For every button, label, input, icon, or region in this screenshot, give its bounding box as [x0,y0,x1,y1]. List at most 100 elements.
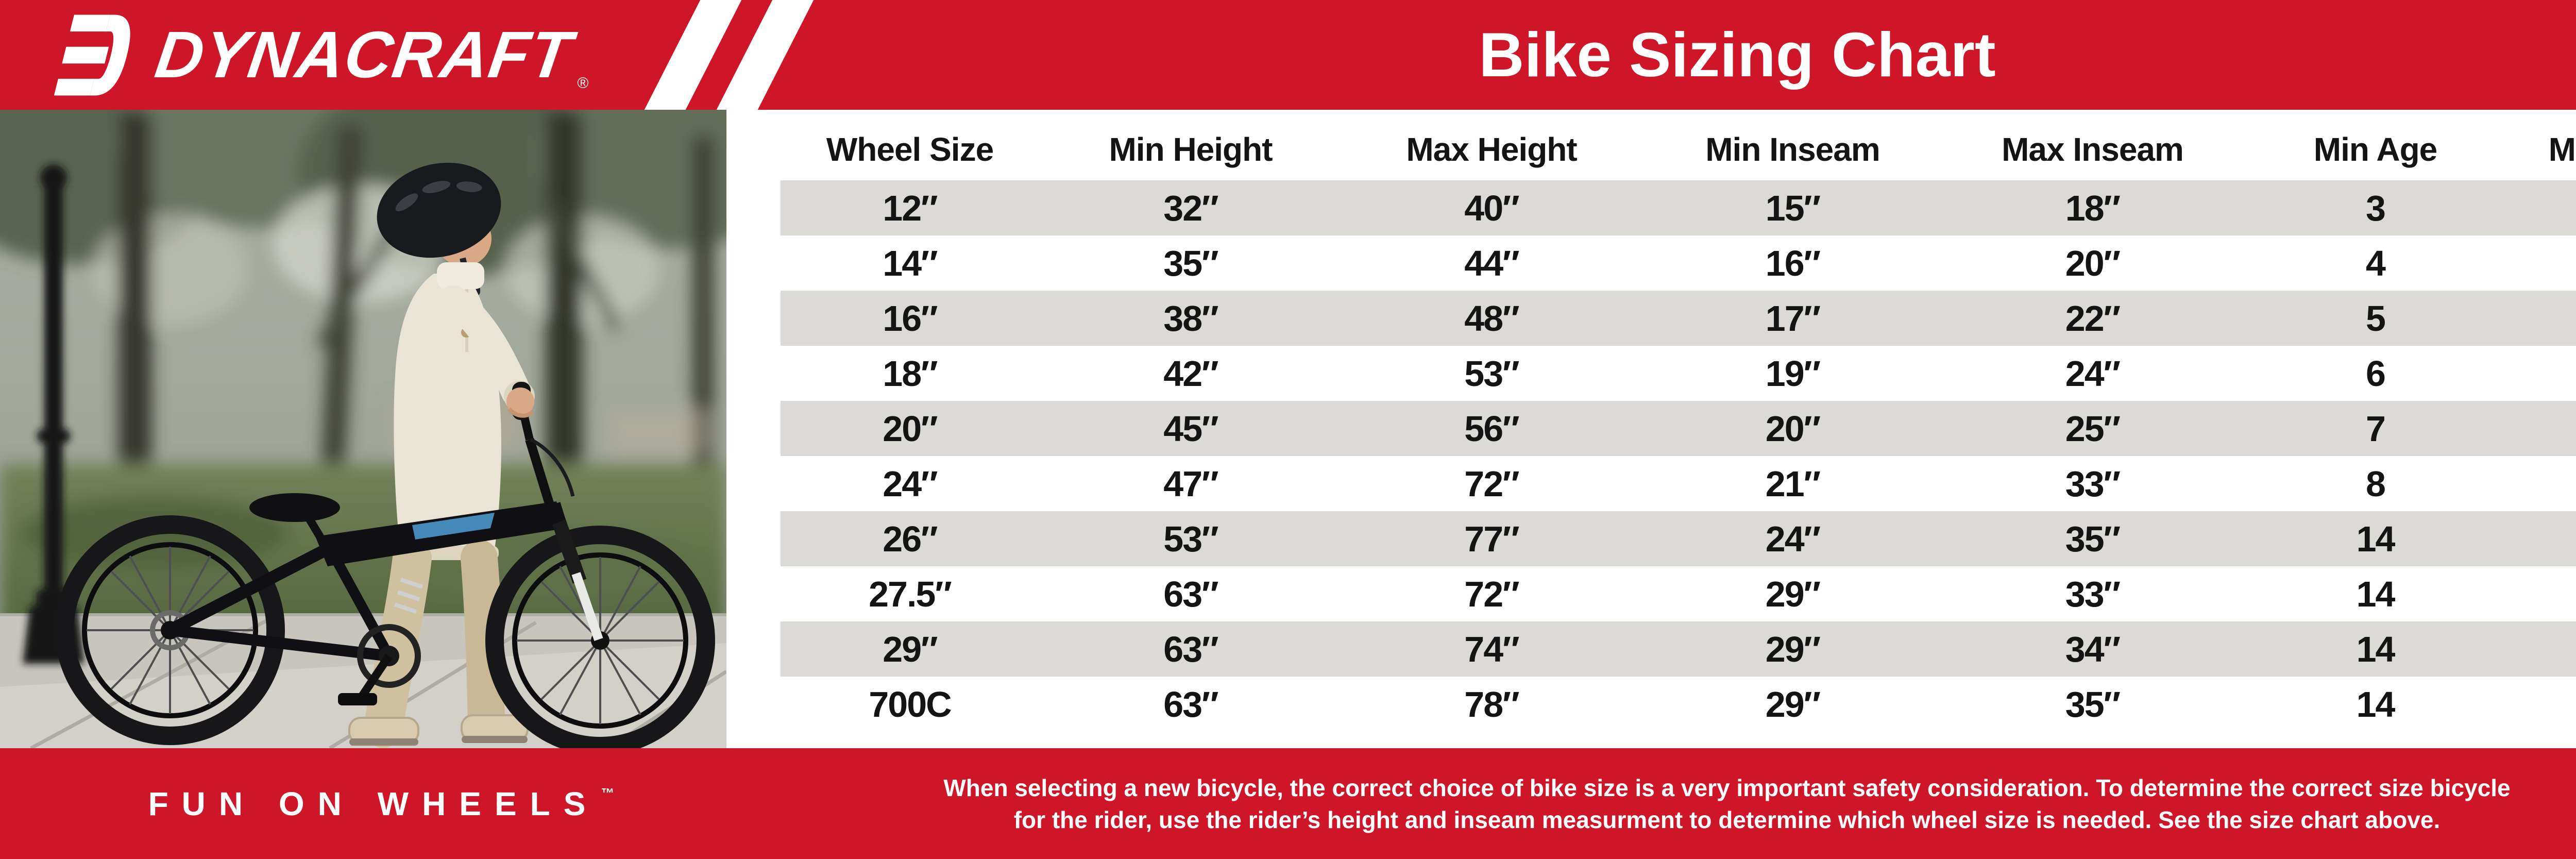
table-cell: 56″ [1342,401,1641,456]
table-cell: 15″ [1641,180,1944,235]
col-header-min-inseam: Min Inseam [1705,131,1880,168]
tagline-text: FUN ON WHEELS [148,785,599,822]
table-row: 16″38″48″17″22″57 [781,291,2576,346]
table-cell: 26″ [781,511,1039,566]
table-cell: 34″ [1944,621,2241,677]
table-cell: 33″ [2065,463,2121,504]
table-cell: 17″ [1641,291,1944,346]
table-row: 700C 63″ 78″ 29″ 35″ 14 99 [781,677,2576,732]
table-cell: 63″ [1039,621,1342,677]
table-cell: 47″ [1163,463,1218,504]
table-cell: 12 [2510,401,2576,456]
table-row: 24″ 47″ 72″ 21″ 33″ 8 14 [781,456,2576,511]
table-cell: 29″ [781,621,1039,677]
table-cell: 53″ [1464,353,1519,394]
table-cell: 35″ [1163,243,1218,283]
table-header-row: Wheel Size Min Height Max Height Min Ins… [781,119,2576,180]
size-table-body: 12″32″40″15″18″3514″35″44″16″20″4616″38″… [781,180,2576,732]
table-cell: 14 [2241,511,2510,566]
col-header-max-inseam: Max Inseam [2002,131,2184,168]
header-bar: DYNACRAFT ® Bike Sizing Chart [0,0,2576,110]
size-table-wrap: Wheel Size Min Height Max Height Min Ins… [781,119,2576,732]
table-cell: 27.5″ [869,574,952,614]
brand-tagline: FUN ON WHEELS ™ [0,748,762,859]
table-cell: 16″ [1765,243,1821,283]
bike-size-table: Wheel Size Min Height Max Height Min Ins… [781,119,2576,732]
black-kids-bike [55,382,715,748]
table-cell: 14 [2241,621,2510,677]
table-row: 29″63″74″29″34″1499 [781,621,2576,677]
table-cell: 24″ [883,463,938,504]
brand-wordmark: DYNACRAFT [150,18,577,92]
table-cell: 20″ [781,401,1039,456]
table-cell: 48″ [1342,291,1641,346]
table-cell: 33″ [2065,574,2121,614]
table-row: 18″ 42″ 53″ 19″ 24″ 6 9 [781,346,2576,401]
table-cell: 99 [2510,621,2576,677]
page-title: Bike Sizing Chart [1479,20,1996,90]
table-cell: 99 [2510,511,2576,566]
table-cell: 72″ [1464,574,1519,614]
table-cell: 74″ [1342,621,1641,677]
sizing-note-line-2: for the rider, use the rider’s height an… [1013,806,2441,833]
table-cell: 24″ [2065,353,2121,394]
table-cell: 20″ [1641,401,1944,456]
table-cell: 22″ [1944,291,2241,346]
table-cell: 6 [2510,235,2576,291]
brand-logo: DYNACRAFT ® [54,0,588,110]
table-cell: 14 [2510,456,2576,511]
lamp-post [23,164,84,664]
table-cell: 63″ [1163,684,1218,725]
table-cell: 6 [2366,353,2386,394]
table-cell: 5 [2510,180,2576,235]
boy-with-bike-photo [0,110,726,748]
table-cell: 14 [2356,684,2396,725]
table-row: 26″53″77″24″35″1499 [781,511,2576,566]
table-cell: 78″ [1464,684,1519,725]
table-row: 14″ 35″ 44″ 16″ 20″ 4 6 [781,235,2576,291]
table-cell: 44″ [1464,243,1519,283]
table-cell: 8 [2366,463,2386,504]
table-cell: 9 [2510,346,2576,401]
table-cell: 7 [2241,401,2510,456]
table-cell: 16″ [781,291,1039,346]
col-header-max-age: Max Age [2548,131,2576,168]
table-cell: 77″ [1342,511,1641,566]
col-header-min-height: Min Height [1109,131,1273,168]
table-cell: 40″ [1342,180,1641,235]
table-cell: 29″ [1641,621,1944,677]
table-cell: 700C [869,684,952,725]
table-cell: 32″ [1039,180,1342,235]
table-cell: 42″ [1163,353,1218,394]
table-cell: 18″ [1944,180,2241,235]
col-header-wheel-size: Wheel Size [826,131,994,168]
table-cell: 29″ [1765,574,1821,614]
table-cell: 35″ [2065,684,2121,725]
table-cell: 3 [2241,180,2510,235]
table-row: 20″45″56″20″25″712 [781,401,2576,456]
table-row: 12″32″40″15″18″35 [781,180,2576,235]
table-cell: 35″ [1944,511,2241,566]
table-cell: 72″ [1464,463,1519,504]
sizing-note-line-1: When selecting a new bicycle, the correc… [943,774,2511,801]
table-cell: 14 [2356,574,2396,614]
table-cell: 7 [2510,291,2576,346]
table-cell: 25″ [1944,401,2241,456]
trademark-symbol: ™ [601,785,615,801]
table-cell: 99 [2510,566,2576,621]
table-cell: 19″ [1765,353,1821,394]
table-cell: 21″ [1765,463,1821,504]
table-cell: 24″ [1641,511,1944,566]
table-cell: 45″ [1039,401,1342,456]
table-cell: 18″ [883,353,938,394]
registered-trademark-symbol: ® [577,75,589,92]
table-cell: 29″ [1765,684,1821,725]
footer-bar: FUN ON WHEELS ™ When selecting a new bicy… [0,748,2576,859]
table-cell: 20″ [2065,243,2121,283]
table-cell: 53″ [1039,511,1342,566]
table-cell: 5 [2241,291,2510,346]
table-cell: 12″ [781,180,1039,235]
col-header-max-height: Max Height [1406,131,1577,168]
table-cell: 38″ [1039,291,1342,346]
table-cell: 63″ [1163,574,1218,614]
